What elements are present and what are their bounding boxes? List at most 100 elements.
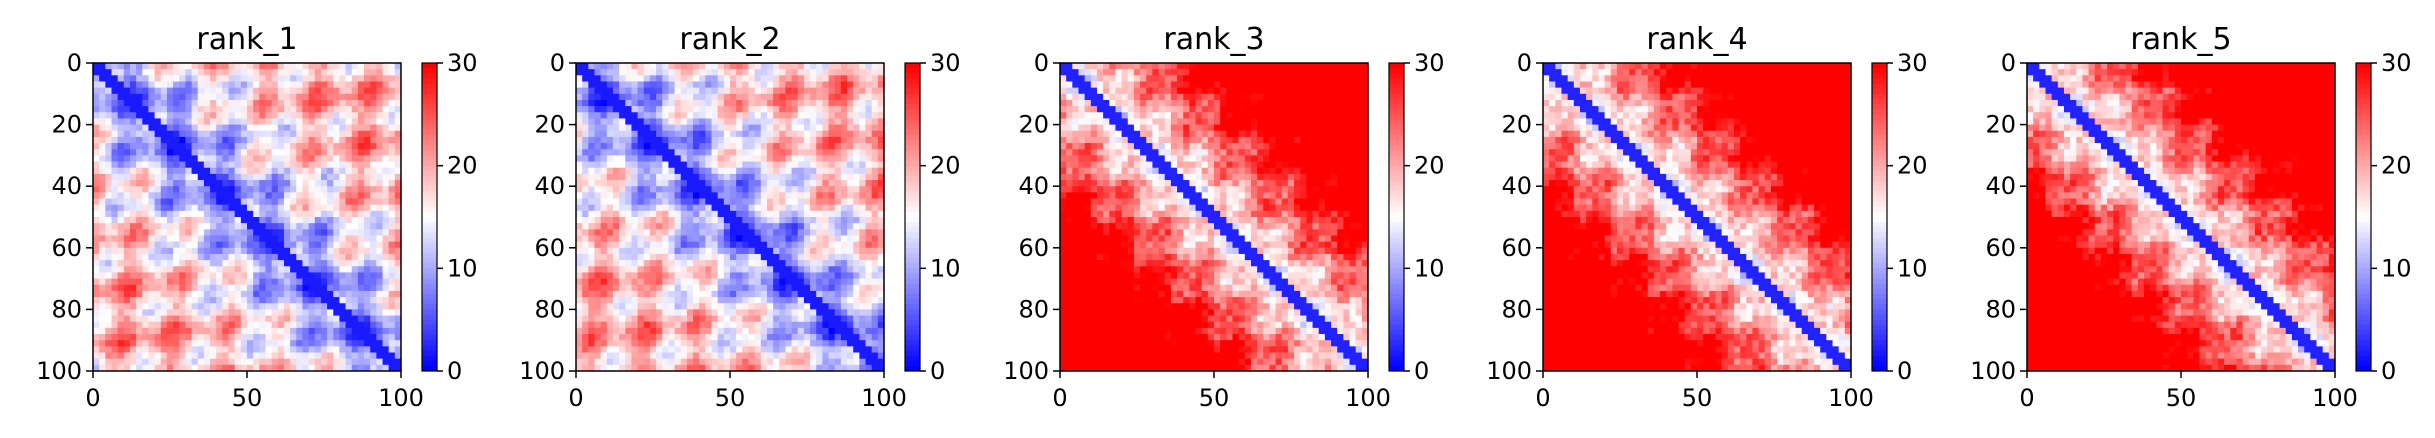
heatmap-cell <box>637 106 645 113</box>
heatmap-cell <box>637 327 645 335</box>
heatmap-cell <box>748 112 756 119</box>
heatmap-cell <box>357 272 365 279</box>
heatmap-cell <box>339 93 346 101</box>
heatmap-cell <box>668 266 675 273</box>
heatmap-cell <box>259 223 266 230</box>
heatmap-cell <box>123 364 131 372</box>
heatmap-cell <box>197 229 205 236</box>
heatmap-cell <box>582 198 589 206</box>
heatmap-cell <box>290 315 297 323</box>
heatmap-cell <box>123 106 131 113</box>
heatmap-cell <box>148 266 155 273</box>
heatmap-cell <box>847 340 854 347</box>
heatmap-cell <box>382 217 390 224</box>
heatmap-cell <box>160 99 168 107</box>
heatmap-cell <box>93 155 100 162</box>
heatmap-cell <box>234 241 242 249</box>
heatmap-cell <box>265 303 273 310</box>
heatmap-cell <box>129 278 137 286</box>
heatmap-cell <box>785 217 792 224</box>
heatmap-cell <box>668 334 675 341</box>
heatmap-cell <box>123 204 131 212</box>
heatmap-cell <box>277 346 285 353</box>
heatmap-cell <box>160 136 168 144</box>
heatmap-cell <box>803 136 811 144</box>
heatmap-cell <box>234 303 242 310</box>
colorbar-segment <box>422 88 437 95</box>
heatmap-cell <box>290 223 297 230</box>
heatmap-cell <box>582 136 589 144</box>
heatmap-cell <box>185 309 192 316</box>
heatmap-cell <box>240 327 248 335</box>
heatmap-cell <box>271 143 279 150</box>
heatmap-cell <box>148 284 155 292</box>
heatmap-cell <box>247 303 254 310</box>
colorbar-segment <box>422 242 437 249</box>
heatmap-cell <box>791 327 799 335</box>
heatmap-cell <box>370 290 377 298</box>
heatmap-cell <box>240 346 248 353</box>
heatmap-cell <box>320 303 328 310</box>
heatmap-cell <box>394 210 402 218</box>
heatmap-cell <box>99 309 106 316</box>
heatmap-cell <box>576 167 583 175</box>
heatmap-cell <box>277 204 285 212</box>
heatmap-cell <box>680 118 688 125</box>
heatmap-cell <box>327 284 334 292</box>
heatmap-cell <box>803 81 811 89</box>
heatmap-cell <box>606 118 614 125</box>
heatmap-cell <box>228 217 236 224</box>
heatmap-cell <box>327 124 334 132</box>
heatmap-cell <box>810 266 817 273</box>
heatmap-cell <box>612 198 620 206</box>
heatmap-cell <box>185 198 192 206</box>
heatmap-cell <box>877 112 885 119</box>
heatmap-cell <box>253 241 260 249</box>
heatmap-cell <box>588 124 595 132</box>
heatmap-cell <box>265 278 273 286</box>
heatmap-cell <box>253 364 260 372</box>
heatmap-cell <box>179 63 186 70</box>
heatmap-cell <box>345 272 353 279</box>
heatmap-cell <box>668 217 675 224</box>
heatmap-cell <box>382 180 390 187</box>
heatmap-cell <box>370 223 377 230</box>
heatmap-cell <box>686 235 694 243</box>
heatmap-cell <box>394 136 402 144</box>
heatmap-cell <box>742 346 749 353</box>
heatmap-cell <box>259 260 266 267</box>
heatmap-cell <box>847 112 854 119</box>
heatmap-cell <box>853 136 860 144</box>
heatmap-cell <box>166 149 174 156</box>
heatmap-cell <box>222 161 229 169</box>
heatmap-cell <box>576 217 583 224</box>
heatmap-cell <box>693 81 700 89</box>
heatmap-cell <box>840 204 848 212</box>
heatmap-cell <box>388 81 396 89</box>
heatmap-cell <box>277 186 285 193</box>
heatmap-cell <box>179 352 186 360</box>
heatmap-cell <box>742 69 749 76</box>
heatmap-cell <box>785 334 792 341</box>
heatmap-cell <box>619 229 626 236</box>
heatmap-cell <box>853 260 860 267</box>
heatmap-cell <box>351 352 359 360</box>
heatmap-cell <box>320 364 328 372</box>
heatmap-cell <box>606 186 614 193</box>
heatmap-cell <box>822 155 829 162</box>
heatmap-cell <box>723 167 731 175</box>
heatmap-cell <box>816 149 823 156</box>
heatmap-cell <box>840 321 848 329</box>
heatmap-cell <box>822 272 829 279</box>
heatmap-cell <box>388 155 396 162</box>
heatmap-cell <box>656 93 663 101</box>
heatmap-cell <box>730 272 737 279</box>
heatmap-cell <box>686 334 694 341</box>
heatmap-cell <box>643 247 651 255</box>
heatmap-cell <box>828 180 836 187</box>
heatmap-cell <box>216 155 223 162</box>
heatmap-cell <box>320 118 328 125</box>
heatmap-cell <box>339 235 346 243</box>
heatmap-cell <box>357 192 365 199</box>
heatmap-cell <box>210 99 217 107</box>
